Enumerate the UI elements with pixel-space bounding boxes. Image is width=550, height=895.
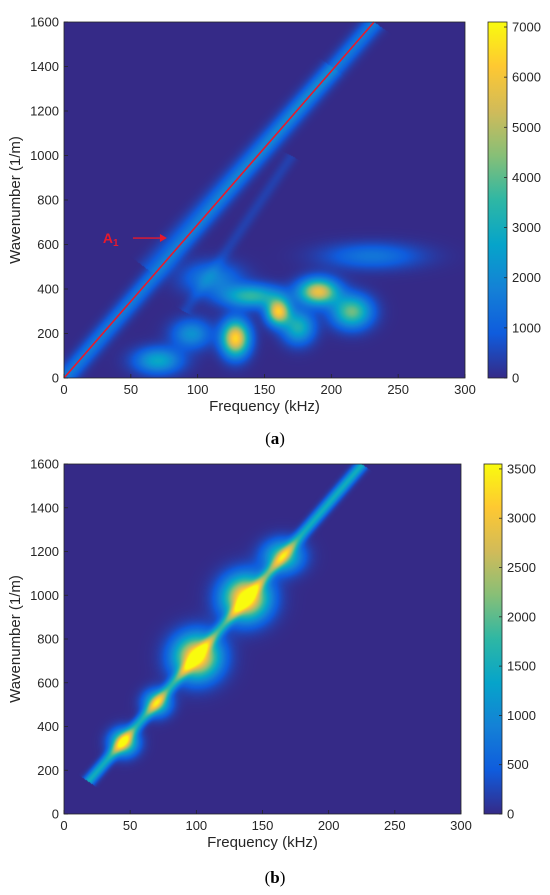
colorbar-tick-label: 4000 [512,170,541,185]
y-tick-label: 1400 [30,59,59,74]
colorbar-tick-label: 1000 [507,708,536,723]
x-tick-label: 50 [123,818,137,833]
x-tick-label: 250 [384,818,406,833]
colorbar-tick-label: 0 [512,371,519,386]
colorbar-tick-label: 6000 [512,70,541,85]
y-tick-label: 400 [37,282,59,297]
colorbar-tick-label: 3000 [512,220,541,235]
y-tick-label: 800 [37,632,59,647]
y-tick-label: 1200 [30,104,59,119]
y-tick-label: 1600 [30,15,59,30]
y-axis-label: Wavenumber (1/m) [7,136,24,264]
colorbar-tick-label: 7000 [512,20,541,35]
annotation-arrowhead [159,234,167,243]
x-tick-label: 200 [320,382,342,397]
x-tick-label: 250 [387,382,409,397]
x-axis-label: Frequency (kHz) [209,398,320,415]
y-tick-label: 400 [37,719,59,734]
y-tick-label: 1200 [30,544,59,559]
panel-label: (b) [265,868,286,887]
x-tick-label: 0 [60,818,67,833]
heatmap-image [64,22,465,378]
colorbar-tick-label: 500 [507,757,529,772]
colorbar-tick-label: 5000 [512,120,541,135]
annotation-label: A1 [103,230,119,249]
y-tick-label: 1600 [30,457,59,472]
y-tick-label: 600 [37,237,59,252]
y-tick-label: 200 [37,763,59,778]
colorbar-tick-label: 1500 [507,659,536,674]
colorbar-tick-label: 2000 [507,609,536,624]
colorbar-tick-label: 3000 [507,511,536,526]
y-tick-label: 200 [37,326,59,341]
x-tick-label: 0 [60,382,67,397]
x-tick-label: 100 [185,818,207,833]
x-tick-label: 300 [450,818,472,833]
y-tick-label: 0 [52,371,59,386]
panel-label: (a) [265,429,285,448]
y-tick-label: 1400 [30,500,59,515]
x-axis-label: Frequency (kHz) [207,834,318,851]
reference-line [63,21,375,379]
colorbar [487,21,508,379]
x-tick-label: 100 [187,382,209,397]
y-tick-label: 0 [52,807,59,822]
colorbar-tick-label: 0 [507,807,514,822]
x-tick-label: 150 [252,818,274,833]
colorbar-tick-label: 2500 [507,560,536,575]
x-tick-label: 200 [318,818,340,833]
heatmap-panel-b: 0 50 100 150 200 250 3000200400600800100012001… [7,457,536,888]
y-tick-label: 600 [37,675,59,690]
y-tick-label: 1000 [30,148,59,163]
x-tick-label: 300 [454,382,476,397]
colorbar-tick-label: 1000 [512,320,541,335]
colorbar-tick-label: 3500 [507,461,536,476]
y-axis-label: Wavenumber (1/m) [7,575,24,703]
heatmap-panel-a: 0 50 100 150 200 250 3000200400600800100012001… [7,15,541,449]
heatmap-image [64,464,461,814]
colorbar [483,463,503,815]
x-tick-label: 150 [254,382,276,397]
colorbar-tick-label: 2000 [512,270,541,285]
y-tick-label: 1000 [30,588,59,603]
x-tick-label: 50 [124,382,138,397]
y-tick-label: 800 [37,193,59,208]
